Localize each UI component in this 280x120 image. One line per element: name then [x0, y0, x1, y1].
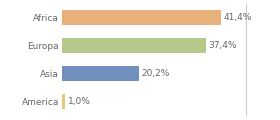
Text: 37,4%: 37,4% — [208, 41, 236, 50]
Bar — [62, 38, 206, 53]
Text: 41,4%: 41,4% — [223, 13, 252, 22]
Text: 1,0%: 1,0% — [68, 97, 91, 106]
Bar — [62, 94, 66, 109]
Bar — [62, 66, 139, 81]
Bar — [62, 10, 221, 25]
Text: 20,2%: 20,2% — [142, 69, 170, 78]
